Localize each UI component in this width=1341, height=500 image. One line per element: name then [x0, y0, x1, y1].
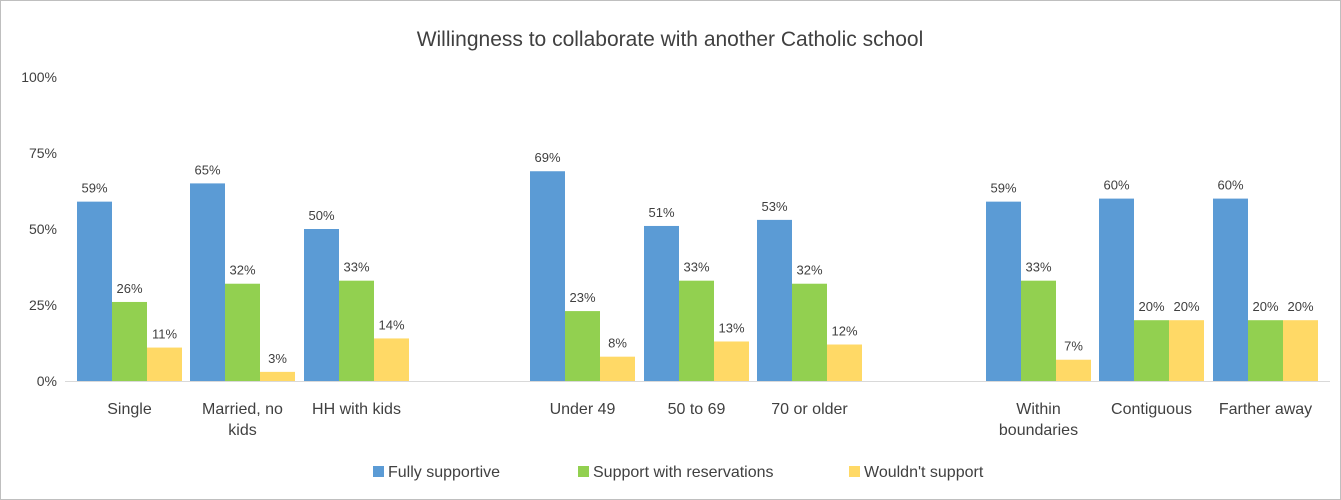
bar	[565, 311, 600, 381]
bar	[679, 280, 714, 381]
bar	[304, 229, 339, 381]
data-label: 65%	[194, 162, 220, 177]
legend-swatch	[373, 466, 384, 477]
y-tick-label: 25%	[29, 297, 57, 313]
bar	[530, 171, 565, 381]
category-label: HH with kids	[312, 401, 401, 418]
chart-title: Willingness to collaborate with another …	[417, 28, 924, 51]
category-label: Under 49	[550, 401, 616, 418]
bar	[1169, 320, 1204, 381]
bar	[644, 225, 679, 381]
data-label: 20%	[1138, 299, 1164, 314]
legend-label: Support with reservations	[593, 464, 774, 481]
category-label: kids	[228, 422, 256, 439]
bar	[1248, 320, 1283, 381]
legend-swatch	[849, 466, 860, 477]
bar	[260, 371, 295, 381]
data-label: 53%	[761, 199, 787, 214]
data-label: 20%	[1252, 299, 1278, 314]
data-label: 59%	[990, 181, 1016, 196]
legend-label: Wouldn't support	[864, 464, 984, 481]
data-label: 14%	[378, 317, 404, 332]
y-tick-label: 75%	[29, 145, 57, 161]
bar	[792, 283, 827, 381]
bar	[600, 356, 635, 381]
data-label: 3%	[268, 351, 287, 366]
bar	[190, 183, 225, 381]
bar	[1021, 280, 1056, 381]
bar	[147, 347, 182, 381]
category-label: Married, no	[202, 401, 283, 418]
category-label: Within	[1016, 401, 1060, 418]
bar	[339, 280, 374, 381]
bar	[77, 201, 112, 381]
bar	[1099, 198, 1134, 381]
data-label: 60%	[1217, 178, 1243, 193]
data-label: 33%	[343, 260, 369, 275]
category-label: boundaries	[999, 422, 1078, 439]
y-tick-label: 100%	[21, 69, 57, 85]
data-label: 12%	[831, 324, 857, 339]
data-label: 8%	[608, 336, 627, 351]
data-label: 59%	[81, 181, 107, 196]
data-label: 13%	[718, 320, 744, 335]
category-label: Contiguous	[1111, 401, 1192, 418]
legend-swatch	[578, 466, 589, 477]
y-tick-label: 0%	[37, 373, 57, 389]
data-label: 11%	[152, 327, 177, 342]
data-label: 20%	[1173, 299, 1199, 314]
category-label: 50 to 69	[668, 401, 726, 418]
bar	[374, 338, 409, 381]
data-label: 60%	[1103, 178, 1129, 193]
data-label: 33%	[1025, 260, 1051, 275]
data-label: 33%	[683, 260, 709, 275]
data-label: 20%	[1287, 299, 1313, 314]
bar	[1056, 359, 1091, 381]
bar	[757, 219, 792, 381]
data-label: 32%	[796, 263, 822, 278]
bar	[714, 341, 749, 381]
bar	[225, 283, 260, 381]
bar	[827, 344, 862, 381]
category-label: Farther away	[1219, 401, 1312, 418]
bar	[1283, 320, 1318, 381]
y-tick-label: 50%	[29, 221, 57, 237]
data-label: 23%	[569, 290, 595, 305]
data-label: 7%	[1064, 339, 1083, 354]
data-label: 51%	[648, 205, 674, 220]
category-label: Single	[107, 401, 152, 418]
bar	[112, 301, 147, 381]
data-label: 50%	[308, 208, 334, 223]
data-label: 32%	[229, 263, 255, 278]
data-label: 26%	[116, 281, 142, 296]
data-label: 69%	[534, 150, 560, 165]
bar	[1134, 320, 1169, 381]
category-label: 70 or older	[771, 401, 848, 418]
bar	[986, 201, 1021, 381]
legend-label: Fully supportive	[388, 464, 500, 481]
bar	[1213, 198, 1248, 381]
